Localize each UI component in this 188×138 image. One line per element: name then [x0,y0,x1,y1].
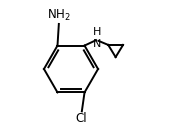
Text: H: H [92,27,101,37]
Text: N: N [92,39,101,49]
Text: Cl: Cl [75,112,87,125]
Text: NH$_2$: NH$_2$ [47,8,71,23]
